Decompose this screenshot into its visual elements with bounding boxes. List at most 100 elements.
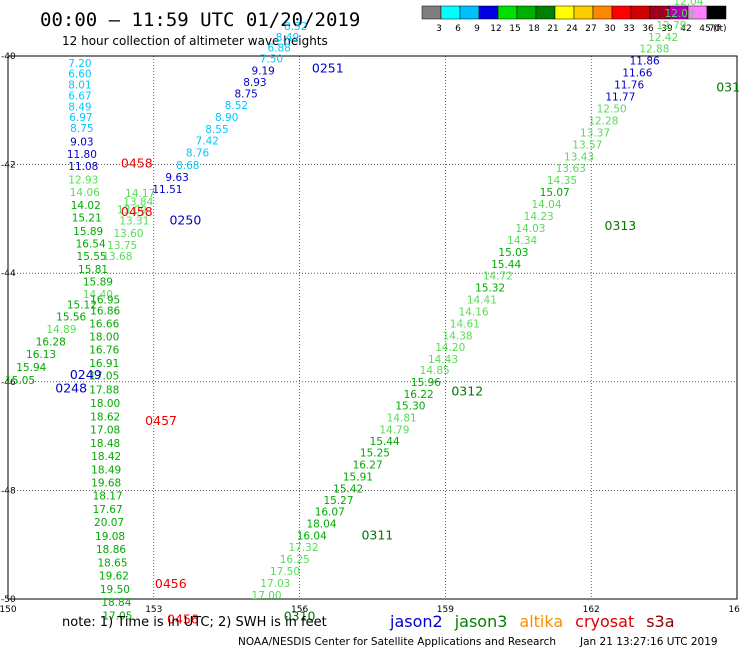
swh-value: 16.76 bbox=[89, 345, 119, 357]
pass-time-label: 0457 bbox=[145, 413, 177, 428]
swh-value: 8.75 bbox=[70, 123, 93, 135]
satellite-legend-jason2: jason2 bbox=[389, 612, 443, 631]
swh-value: 14.61 bbox=[450, 319, 480, 331]
swh-value: 15.91 bbox=[343, 472, 373, 484]
colorbar-label: 27 bbox=[585, 24, 596, 34]
swh-value: 16.13 bbox=[26, 349, 56, 361]
swh-value: 14.16 bbox=[459, 307, 489, 319]
x-tick-label: 162 bbox=[583, 605, 600, 615]
swh-value: 12.08 bbox=[665, 8, 695, 20]
swh-value: 18.84 bbox=[101, 597, 131, 609]
swh-value: 12.50 bbox=[597, 103, 627, 115]
chart-title: 00:00 – 11:59 UTC 01/20/2019 bbox=[40, 9, 360, 31]
swh-value: 18.48 bbox=[90, 438, 120, 450]
colorbar-label: 21 bbox=[547, 24, 558, 34]
y-tick-label: -42 bbox=[1, 161, 16, 171]
satellite-legend: jason2 jason3 altika cryosat s3a bbox=[389, 612, 675, 631]
satellite-legend-cryosat: cryosat bbox=[575, 612, 634, 631]
swh-value: 8.49 bbox=[276, 32, 299, 44]
swh-value: 18.00 bbox=[90, 398, 120, 410]
swh-value: 16.25 bbox=[280, 554, 310, 566]
swh-value: 13.63 bbox=[556, 163, 586, 175]
swh-value: 11.66 bbox=[622, 68, 652, 80]
swh-value: 6.97 bbox=[69, 112, 92, 124]
plot-area bbox=[7, 55, 738, 600]
swh-value: 8.55 bbox=[205, 124, 228, 136]
pass-time-label: 0310 bbox=[284, 609, 316, 624]
x-tick-label: 156 bbox=[291, 605, 308, 615]
colorbar-label: 24 bbox=[566, 24, 578, 34]
x-tick-label: 159 bbox=[437, 605, 454, 615]
swh-value: 11.86 bbox=[630, 56, 660, 68]
generated-timestamp: Jan 21 13:27:16 UTC 2019 bbox=[579, 636, 718, 648]
swh-value: 13.75 bbox=[107, 240, 137, 252]
swh-value: 8.32 bbox=[284, 21, 307, 33]
swh-value: 18.65 bbox=[97, 557, 127, 569]
swh-value: 18.00 bbox=[89, 332, 119, 344]
swh-value: 15.05 bbox=[5, 375, 35, 387]
y-tick-label: -44 bbox=[1, 269, 16, 279]
swh-value: 8.90 bbox=[215, 112, 238, 124]
y-tick-label: -40 bbox=[1, 52, 16, 62]
swh-value: 8.68 bbox=[176, 160, 199, 172]
swh-value: 13.57 bbox=[572, 139, 602, 151]
pass-time-label: 0249 bbox=[70, 367, 102, 382]
swh-value: 14.03 bbox=[515, 223, 545, 235]
swh-value: 15.21 bbox=[72, 213, 102, 225]
colorbar-swatch bbox=[554, 5, 575, 20]
swh-value: 14.85 bbox=[420, 365, 450, 377]
swh-value: 13.37 bbox=[580, 127, 610, 139]
swh-value: 8.76 bbox=[186, 147, 210, 159]
swh-value: 15.55 bbox=[77, 251, 107, 263]
y-tick-label: -46 bbox=[1, 378, 16, 388]
swh-value: 17.67 bbox=[93, 504, 123, 516]
colorbar-label: 12 bbox=[490, 24, 501, 34]
pass-time-label: 0458 bbox=[121, 204, 153, 219]
swh-value: 14.02 bbox=[71, 200, 101, 212]
colorbar-label: 36 bbox=[642, 24, 654, 34]
colorbar-label: 45 bbox=[699, 24, 710, 34]
swh-value: 15.25 bbox=[360, 448, 390, 460]
swh-value: 11.51 bbox=[152, 184, 182, 196]
swh-value: 14.17 bbox=[125, 188, 155, 200]
swh-value: 16.66 bbox=[89, 319, 119, 331]
swh-value: 15.96 bbox=[411, 377, 441, 389]
swh-value: 14.34 bbox=[507, 235, 537, 247]
colorbar-label: 15 bbox=[509, 24, 520, 34]
swh-value: 17.88 bbox=[89, 385, 119, 397]
swh-value: 14.79 bbox=[379, 424, 409, 436]
plot-frame bbox=[7, 55, 738, 600]
swh-value: 12.42 bbox=[648, 32, 678, 44]
swh-value: 13.68 bbox=[102, 251, 132, 263]
swh-value: 19.68 bbox=[91, 478, 121, 490]
swh-value: 14.35 bbox=[547, 175, 577, 187]
swh-value: 17.08 bbox=[90, 424, 120, 436]
pass-time-label: 0250 bbox=[169, 212, 201, 227]
swh-value: 19.62 bbox=[99, 570, 129, 582]
swh-value: 16.22 bbox=[404, 389, 434, 401]
swh-value: 17.03 bbox=[260, 578, 290, 590]
swh-value: 8.01 bbox=[68, 80, 91, 92]
swh-value: 15.30 bbox=[395, 400, 425, 412]
swh-value: 17.32 bbox=[288, 542, 318, 554]
swh-value: 12.79 bbox=[656, 20, 686, 32]
swh-value: 11.80 bbox=[67, 149, 97, 161]
swh-value: 15.56 bbox=[56, 311, 86, 323]
pass-time-label: 0311 bbox=[361, 527, 393, 542]
swh-value: 18.42 bbox=[91, 451, 121, 463]
swh-value: 6.60 bbox=[68, 69, 91, 81]
swh-value: 14.41 bbox=[467, 295, 497, 307]
colorbar-label: 33 bbox=[623, 24, 634, 34]
colorbar-swatch bbox=[421, 5, 442, 20]
swh-value: 14.06 bbox=[70, 187, 100, 199]
swh-value: 8.93 bbox=[243, 77, 266, 89]
x-tick-label: 150 bbox=[0, 605, 17, 615]
swh-value: 14.43 bbox=[428, 354, 458, 366]
swh-value: 18.49 bbox=[91, 465, 121, 477]
colorbar-swatch bbox=[535, 5, 556, 20]
swh-value: 16.86 bbox=[90, 305, 120, 317]
x-tick-label: 153 bbox=[145, 605, 162, 615]
swh-value: 15.94 bbox=[16, 362, 46, 374]
